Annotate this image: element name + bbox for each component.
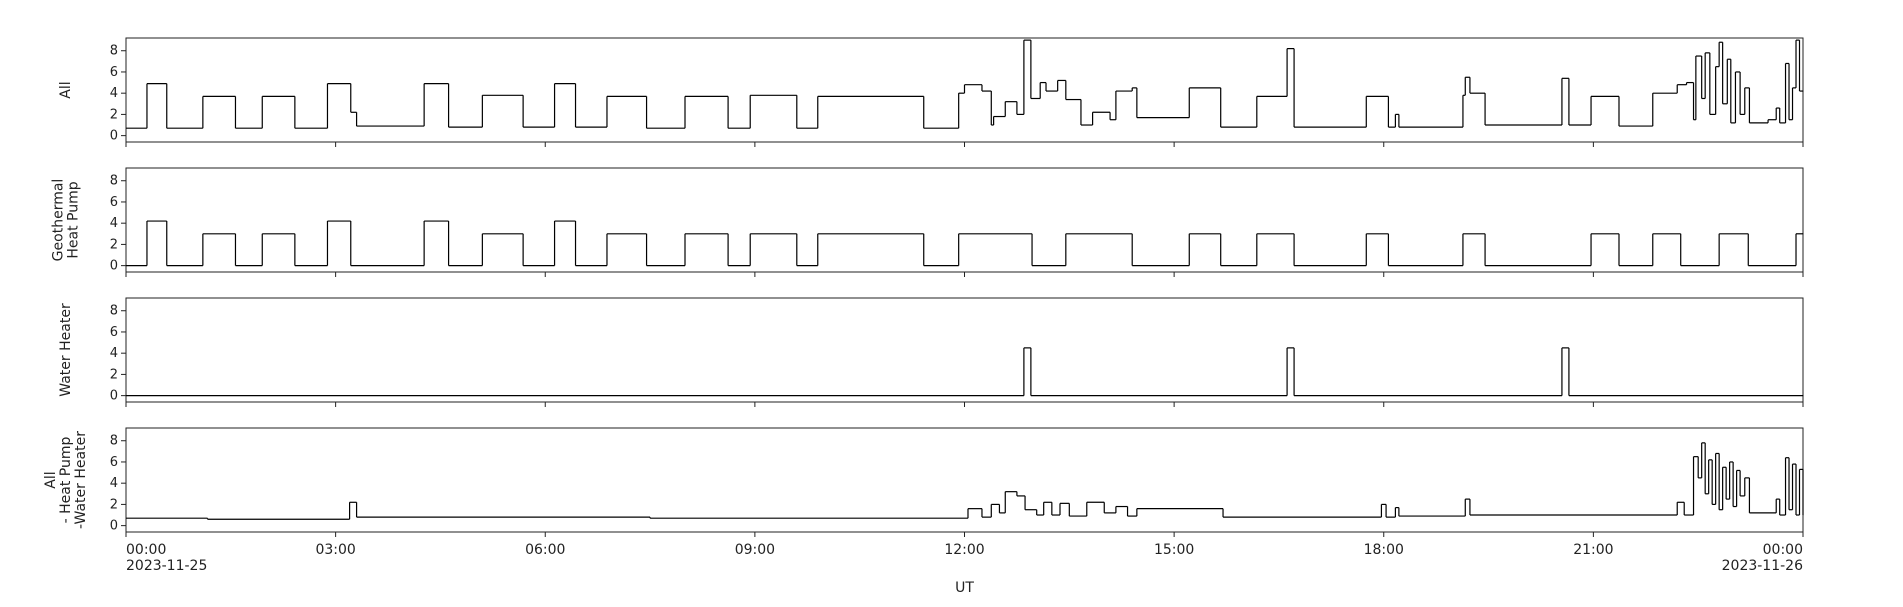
- x-tick-label: 12:00: [944, 542, 984, 558]
- line-series: [126, 39, 1804, 129]
- y-tick-label: 0: [110, 129, 118, 144]
- y-axis-label: GeothermalHeat Pump: [51, 179, 82, 262]
- y-tick-label: 4: [110, 216, 118, 231]
- x-tick-label: 18:00: [1364, 542, 1404, 558]
- x-tick-label: 15:00: [1154, 542, 1194, 558]
- y-tick-label: 2: [110, 107, 118, 122]
- y-tick-label: 4: [110, 476, 118, 491]
- y-tick-label: 8: [110, 434, 118, 449]
- plot-frame: [125, 297, 1804, 403]
- y-tick-label: 8: [110, 174, 118, 189]
- y-tick-label: 6: [110, 195, 118, 210]
- y-tick-label: 6: [110, 65, 118, 80]
- y-tick-label: 0: [110, 389, 118, 404]
- step-riser: [146, 40, 1801, 129]
- y-tick-label: 2: [110, 367, 118, 382]
- y-tick-label: 6: [110, 325, 118, 340]
- x-tick-label: 03:00: [315, 542, 355, 558]
- y-axis-label: Water Heater: [58, 303, 74, 397]
- x-tick-label: 00:00 2023-11-26: [1722, 542, 1803, 574]
- y-tick-label: 4: [110, 86, 118, 101]
- line-series: [126, 347, 1804, 397]
- y-tick-label: 8: [110, 44, 118, 59]
- plot-frame: [125, 167, 1804, 273]
- y-axis-label: All: [58, 81, 74, 98]
- y-tick-label: 2: [110, 497, 118, 512]
- x-tick-label: 06:00: [525, 542, 565, 558]
- line-series: [126, 220, 1804, 267]
- step-riser: [206, 442, 1804, 520]
- y-axis-label: All- Heat Pump-Water Heater: [43, 431, 89, 529]
- step-riser: [146, 221, 1797, 266]
- line-series: [126, 442, 1804, 520]
- step-riser: [1023, 347, 1570, 396]
- x-tick-label: 09:00: [735, 542, 775, 558]
- y-tick-label: 6: [110, 455, 118, 470]
- x-tick-label: 00:00 2023-11-25: [126, 542, 207, 574]
- y-tick-label: 8: [110, 304, 118, 319]
- y-tick-label: 4: [110, 346, 118, 361]
- x-tick-label: 21:00: [1573, 542, 1613, 558]
- y-tick-label: 0: [110, 259, 118, 274]
- y-tick-label: 2: [110, 237, 118, 252]
- plot-frame: [125, 427, 1804, 533]
- y-tick-label: 0: [110, 519, 118, 534]
- x-axis-label: UT: [955, 580, 974, 596]
